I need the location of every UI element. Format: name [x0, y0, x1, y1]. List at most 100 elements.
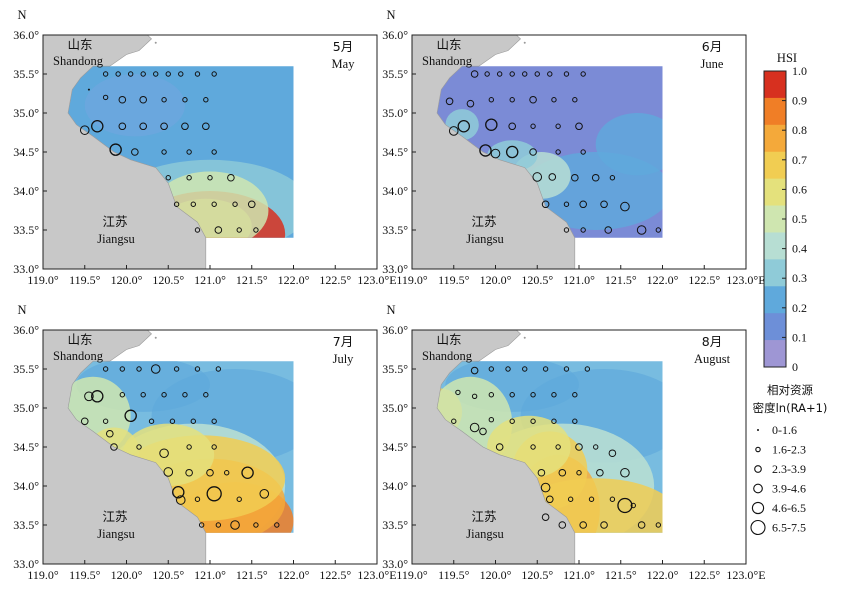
colorbar-swatch [764, 71, 786, 99]
station-marker [148, 418, 155, 424]
station-marker [198, 522, 205, 528]
lon-tick-label: 119.0° [27, 568, 59, 582]
station-marker [488, 417, 495, 423]
survey-stations [451, 366, 662, 529]
station-marker [551, 418, 557, 424]
station-marker [451, 418, 457, 424]
station-marker [457, 120, 471, 133]
station-marker [259, 489, 270, 499]
size-legend-marker [757, 429, 759, 431]
station-marker [532, 172, 543, 182]
station-marker [579, 521, 587, 529]
island-mark [523, 41, 526, 44]
lon-tick-label: 119.0° [396, 568, 428, 582]
station-marker [445, 97, 454, 106]
hsi-patch [84, 74, 185, 137]
colorbar-swatch [764, 205, 786, 233]
station-marker [211, 71, 217, 77]
station-marker [91, 390, 104, 403]
lat-tick-label: 35.0° [382, 401, 408, 415]
station-marker [203, 97, 209, 103]
lat-tick-label: 34.5° [382, 440, 408, 454]
station-marker [530, 444, 536, 450]
size-legend-label: 0-1.6 [772, 423, 797, 437]
lat-tick-label: 33.5° [13, 518, 39, 532]
lat-tick-label: 36.0° [13, 323, 39, 337]
station-marker [227, 173, 235, 182]
station-marker [580, 71, 586, 77]
colorbar: 1.0 0.9 0.8 0.7 0.6 0.5 0.4 0.3 0.2 0.1 0 [763, 64, 807, 374]
station-marker [118, 122, 127, 131]
station-marker [572, 97, 578, 103]
station-marker [529, 148, 537, 156]
station-marker [194, 227, 201, 233]
lon-tick-label: 121.0° [194, 273, 226, 287]
station-marker [563, 201, 570, 207]
lon-tick-label: 120.5° [521, 273, 553, 287]
colorbar-tick-label: 0.3 [792, 271, 807, 285]
station-marker [596, 468, 604, 477]
station-marker [207, 175, 213, 181]
station-marker [505, 145, 519, 159]
station-marker [630, 502, 636, 509]
station-marker [496, 71, 503, 77]
north-label: N [386, 8, 395, 22]
station-marker [540, 482, 551, 493]
lon-tick-label: 121.5° [236, 568, 268, 582]
map-panels: 36.0°35.5°35.0°34.5°34.0°33.5°33.0°119.0… [13, 8, 765, 582]
size-legend: 0-1.6 1.6-2.3 2.3-3.9 3.9-4.6 4.6-6.5 6.5-7.5 [750, 423, 806, 536]
jiangsu-label-zh: 江苏 [471, 509, 496, 524]
shandong-label-zh: 山东 [436, 37, 461, 52]
station-marker [181, 122, 189, 131]
month-label-zh: 6月 [702, 39, 722, 54]
month-label-en: August [694, 352, 731, 366]
lon-tick-label: 121.0° [194, 568, 226, 582]
station-marker [534, 71, 540, 77]
station-marker [584, 366, 591, 372]
lat-tick-label: 34.0° [13, 479, 39, 493]
station-marker [214, 226, 223, 234]
land-mass [42, 34, 207, 270]
lat-tick-label: 34.5° [13, 440, 39, 454]
lon-tick-label: 123.0°E [357, 568, 396, 582]
station-marker [186, 444, 192, 450]
jiangsu-label-zh: 江苏 [102, 509, 127, 524]
station-marker [593, 444, 599, 450]
station-marker [620, 201, 630, 212]
lat-tick-label: 36.0° [382, 323, 408, 337]
lat-tick-label: 33.5° [382, 223, 408, 237]
station-marker [530, 123, 536, 129]
station-marker [153, 71, 159, 77]
station-marker [470, 366, 479, 375]
station-marker [241, 466, 254, 479]
station-marker [579, 200, 587, 209]
station-marker [206, 486, 222, 502]
lat-tick-label: 36.0° [13, 28, 39, 42]
lat-tick-label: 34.0° [382, 184, 408, 198]
station-marker [530, 392, 536, 398]
size-legend-title-1: 相对资源 [767, 383, 813, 397]
station-marker [529, 95, 537, 104]
station-marker [79, 125, 90, 135]
station-marker [488, 366, 495, 372]
land-mass [411, 329, 576, 565]
station-marker [80, 417, 89, 426]
station-marker [161, 392, 167, 398]
month-label-en: July [333, 352, 355, 366]
lon-tick-label: 122.5° [319, 273, 351, 287]
station-marker [488, 97, 495, 103]
station-marker [609, 175, 616, 181]
station-marker [558, 521, 567, 529]
station-marker [236, 496, 242, 502]
shandong-label-en: Shandong [422, 349, 473, 363]
station-marker [637, 521, 646, 529]
station-marker [173, 201, 180, 207]
station-marker [165, 71, 171, 77]
station-marker [91, 120, 104, 133]
size-legend-marker [751, 501, 765, 515]
lon-tick-label: 119.5° [69, 273, 101, 287]
station-marker [274, 522, 280, 528]
station-marker [102, 366, 109, 372]
size-legend-label: 6.5-7.5 [772, 521, 806, 535]
lon-tick-label: 122.5° [319, 568, 351, 582]
